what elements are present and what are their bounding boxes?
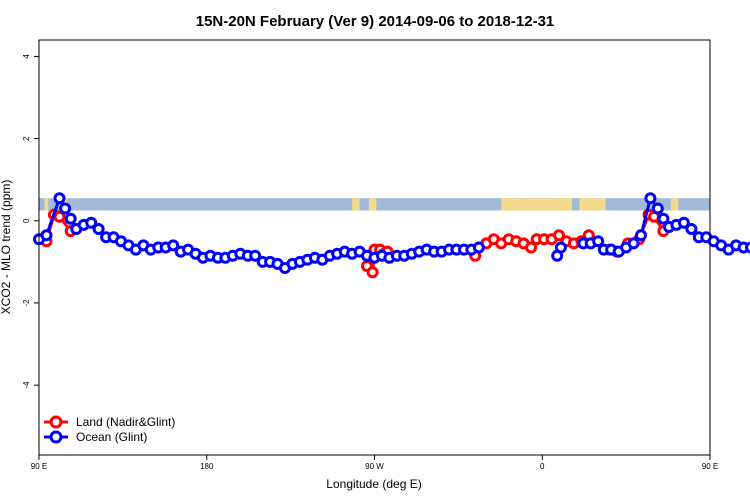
- series-1-point-0-18: [167, 239, 180, 252]
- legend-entry-land: Land (Nadir&Glint): [44, 415, 175, 429]
- y-tick-label-2: 0: [22, 218, 31, 223]
- series-0-point-0-2: [53, 210, 66, 223]
- series-1-point-0-2: [53, 192, 66, 205]
- series-1-point-2-2: [592, 235, 605, 248]
- series-1-point-0-59: [472, 241, 485, 254]
- series-1-point-2-15: [685, 223, 698, 235]
- y-tick-label-1: 2: [22, 136, 31, 141]
- series-1-point-0-8: [92, 223, 105, 235]
- land-band-0: [44, 198, 49, 211]
- y-tick-label-0: 4: [22, 54, 31, 59]
- x-tick-label-1: 180: [200, 462, 214, 471]
- background-band: [39, 198, 710, 211]
- series-0-point-3-10: [553, 229, 565, 242]
- series-1-point-2-14: [677, 216, 690, 229]
- x-tick-label-4: 90 E: [702, 462, 718, 471]
- land-band-2: [352, 198, 360, 211]
- plot-frame: [38, 39, 711, 456]
- series-1-point-1-1: [554, 241, 567, 254]
- x-tick-label-0: 90 E: [31, 462, 47, 471]
- legend-label-ocean: Ocean (Glint): [76, 430, 147, 444]
- y-tick-label-3: -2: [22, 299, 31, 307]
- series-1-point-2-10: [651, 202, 664, 215]
- legend-marker-ocean: [49, 430, 63, 444]
- series-1-point-2-23: [745, 241, 750, 254]
- y-tick-label-4: -4: [22, 381, 31, 389]
- land-band-7: [670, 198, 679, 211]
- series-1-point-0-4: [64, 212, 77, 225]
- series-1-point-2-11: [657, 212, 670, 225]
- legend-marker-land: [49, 415, 63, 429]
- legend: Land (Nadir&Glint) Ocean (Glint): [44, 415, 175, 444]
- series-0: [40, 208, 670, 279]
- series-1-point-2-8: [635, 229, 647, 242]
- x-tick-label-2: 90 W: [365, 462, 384, 471]
- series-1: [33, 192, 750, 274]
- series-1-point-0-29: [249, 249, 262, 262]
- x-axis-label: Longitude (deg E): [326, 477, 421, 491]
- axes: 90 E 180 90 W 0 90 E 4 2 0 -2 -4: [22, 54, 718, 471]
- series-1-point-0-7: [85, 216, 98, 229]
- series-1-point-0-1: [40, 229, 53, 242]
- series-layer: [33, 192, 750, 279]
- chart-title: 15N-20N February (Ver 9) 2014-09-06 to 2…: [196, 13, 555, 30]
- series-1-point-0-3: [59, 202, 72, 215]
- land-band-6: [579, 198, 606, 211]
- legend-entry-ocean: Ocean (Glint): [44, 430, 147, 444]
- land-band-3: [368, 198, 377, 211]
- legend-label-land: Land (Nadir&Glint): [76, 415, 175, 429]
- land-band-5: [527, 198, 573, 211]
- series-1-point-2-7: [627, 237, 640, 250]
- series-1-point-2-9: [644, 192, 657, 205]
- series-0-point-3-6: [525, 241, 538, 254]
- y-axis-label: XCO2 - MLO trend (ppm): [0, 180, 13, 315]
- series-0-point-1-1: [366, 266, 379, 279]
- x-tick-label-3: 0: [540, 462, 545, 471]
- land-band-4: [501, 198, 528, 211]
